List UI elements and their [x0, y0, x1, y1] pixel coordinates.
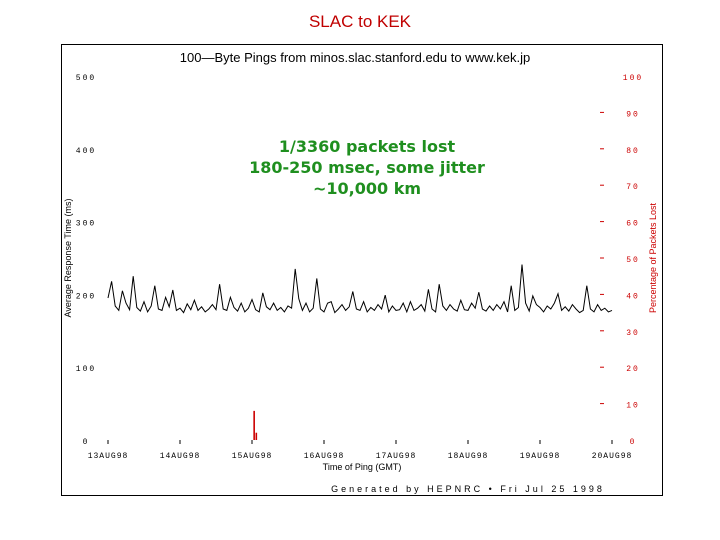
y2-tick-label: 70	[626, 183, 640, 192]
x-tick-label: 20AUG98	[592, 452, 633, 461]
x-tick-label: 13AUG98	[88, 452, 129, 461]
y-axis-label: Average Response Time (ms)	[63, 199, 73, 318]
y2-tick-label: 0	[630, 438, 637, 447]
annotation-line: ~10,000 km	[312, 179, 422, 198]
y-tick-label: 300	[76, 220, 96, 229]
y2-tick-label: 100	[623, 74, 643, 83]
y2-tick-label: 50	[626, 256, 640, 265]
y-tick-label: 500	[76, 74, 96, 83]
response-time-line	[107, 264, 613, 314]
x-axis-label: Time of Ping (GMT)	[323, 462, 402, 472]
y-tick-label: 400	[76, 147, 96, 156]
x-tick-label: 18AUG98	[448, 452, 489, 461]
y2-tick-label: 60	[626, 220, 640, 229]
annotation-line: 180-250 msec, some jitter	[249, 158, 485, 177]
footer-note: Generated by HEPNRC • Fri Jul 25 1998	[331, 484, 605, 494]
x-tick-label: 17AUG98	[376, 452, 417, 461]
chart-frame	[61, 44, 663, 496]
y-tick-label: 0	[83, 438, 90, 447]
x-tick-label: 15AUG98	[232, 452, 273, 461]
y2-tick-label: 90	[626, 110, 640, 119]
x-tick-label: 16AUG98	[304, 452, 345, 461]
x-tick-label: 19AUG98	[520, 452, 561, 461]
y2-tick-label: 30	[626, 329, 640, 338]
y2-tick-label: 10	[626, 402, 640, 411]
annotation-box: 1/3360 packets lost 180-250 msec, some j…	[242, 136, 492, 199]
y-tick-label: 200	[76, 292, 96, 301]
slide-title: SLAC to KEK	[308, 12, 412, 31]
annotation-line: 1/3360 packets lost	[278, 137, 456, 156]
x-tick-label: 14AUG98	[160, 452, 201, 461]
y2-tick-label: 40	[626, 292, 640, 301]
chart-title: 100—Byte Pings from minos.slac.stanford.…	[180, 50, 530, 65]
y2-tick-label: 80	[626, 147, 640, 156]
y2-tick-label: 20	[626, 365, 640, 374]
y2-axis-label: Percentage of Packets Lost	[648, 202, 658, 313]
y-tick-label: 100	[76, 365, 96, 374]
